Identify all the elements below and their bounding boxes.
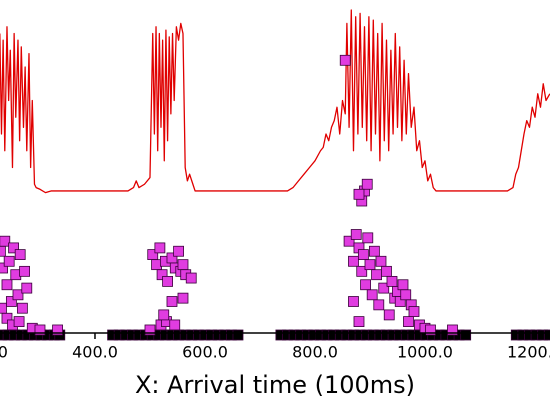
plot-area <box>0 9 550 341</box>
data-point <box>12 289 24 301</box>
data-point <box>1 279 13 291</box>
data-point <box>21 282 33 294</box>
data-point <box>0 302 7 314</box>
data-point <box>543 329 550 341</box>
data-point <box>348 296 359 307</box>
data-point <box>177 292 189 304</box>
x-tick-label: 1000.0 <box>397 343 453 362</box>
data-point <box>356 265 368 277</box>
data-point <box>13 316 25 328</box>
data-point <box>173 245 184 257</box>
data-point <box>0 245 6 257</box>
data-point <box>5 296 17 307</box>
data-point <box>185 272 197 284</box>
x-axis-label: X: Arrival time (100ms) <box>135 371 415 399</box>
data-point <box>375 255 387 267</box>
data-point <box>166 296 178 307</box>
data-point <box>368 245 380 257</box>
data-point <box>350 229 362 240</box>
data-point <box>16 302 28 314</box>
data-point <box>386 275 398 287</box>
x-tick-label: 600.0 <box>182 343 228 362</box>
x-tick-label: 200.0 <box>0 343 8 362</box>
data-point <box>14 249 26 261</box>
data-point <box>381 265 392 277</box>
x-tick-label: 800.0 <box>292 343 338 362</box>
data-point <box>232 329 244 341</box>
data-point <box>425 324 436 336</box>
data-point <box>460 329 472 341</box>
data-point <box>383 309 395 321</box>
data-point <box>360 279 371 291</box>
x-tick-label: 400.0 <box>72 343 118 362</box>
data-point <box>408 306 420 317</box>
data-point <box>353 316 365 328</box>
data-point <box>378 282 390 294</box>
data-point <box>144 324 156 336</box>
data-point <box>34 324 46 336</box>
data-point <box>362 232 374 244</box>
data-point <box>0 235 11 247</box>
data-point <box>158 309 170 321</box>
data-point <box>394 296 406 307</box>
data-point <box>8 242 19 254</box>
data-point <box>403 316 414 328</box>
x-tick-label: 1200.0 <box>507 343 550 362</box>
x-ticks: 200.0 400.0 600.0 800.0 1000.0 1200.0 <box>0 333 550 362</box>
data-point <box>371 269 382 281</box>
data-point <box>366 289 378 301</box>
data-point <box>3 255 15 267</box>
data-point <box>19 265 30 277</box>
data-point <box>397 279 409 291</box>
data-point <box>162 275 173 287</box>
data-point <box>364 259 376 271</box>
data-point <box>447 324 458 336</box>
data-point <box>0 262 8 274</box>
data-point <box>1 312 13 324</box>
data-point <box>169 319 181 331</box>
data-point <box>353 188 365 200</box>
data-point <box>343 235 355 247</box>
data-point <box>357 249 369 261</box>
data-point <box>400 289 412 301</box>
data-point <box>339 54 351 66</box>
trace-line <box>0 9 550 194</box>
data-point <box>348 255 359 267</box>
data-point <box>373 299 385 311</box>
data-point <box>52 324 63 336</box>
data-point <box>361 178 373 190</box>
data-point <box>156 269 168 281</box>
data-point <box>177 259 189 271</box>
data-point <box>154 242 166 254</box>
